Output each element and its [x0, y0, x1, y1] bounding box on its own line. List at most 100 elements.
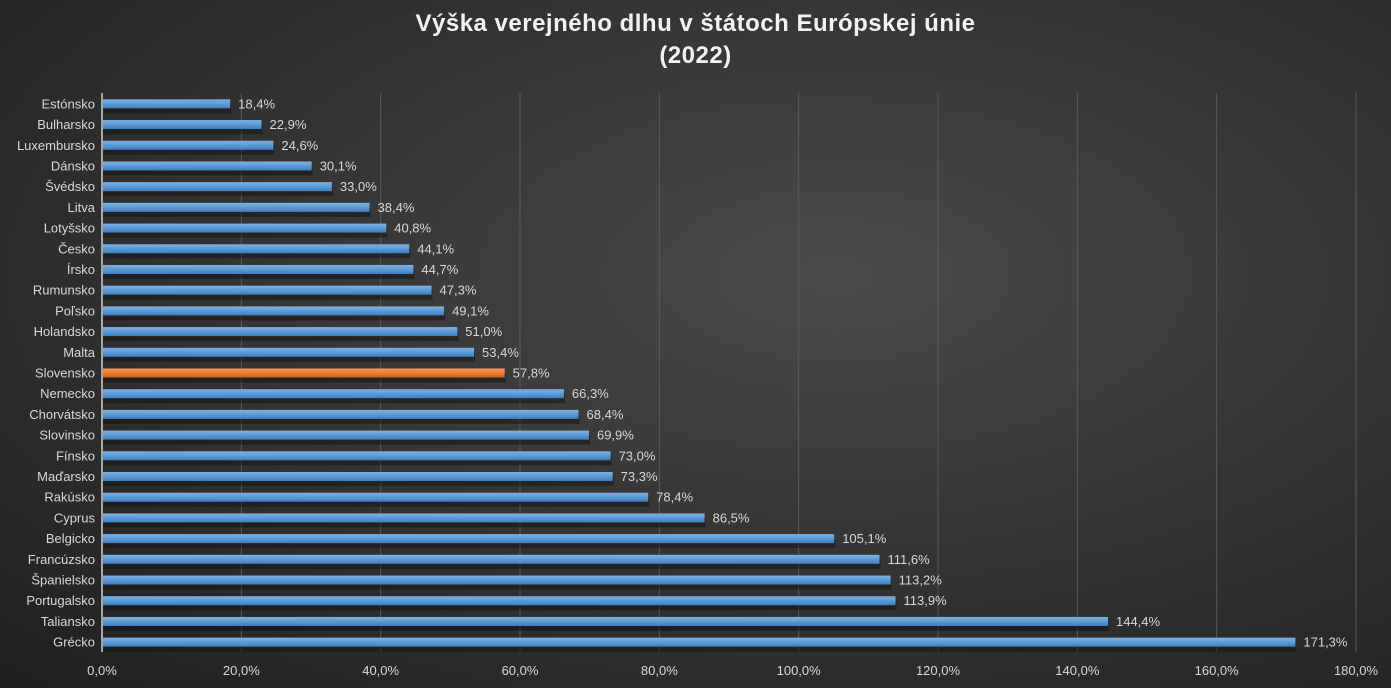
bar-shadow — [103, 228, 388, 238]
bar-shadow — [103, 125, 263, 135]
category-label: Írsko — [67, 262, 95, 277]
data-label: 33,0% — [340, 179, 377, 194]
x-tick-label: 120,0% — [916, 663, 961, 678]
data-label: 18,4% — [238, 96, 275, 111]
x-tick-label: 140,0% — [1055, 663, 1100, 678]
x-tick-label: 40,0% — [362, 663, 399, 678]
bar-highlight — [103, 368, 505, 378]
data-label: 86,5% — [713, 510, 750, 525]
category-label: Malta — [63, 345, 96, 360]
bar — [103, 575, 891, 585]
x-tick-label: 100,0% — [777, 663, 822, 678]
data-label: 105,1% — [842, 531, 887, 546]
bar-shadow — [103, 352, 476, 362]
category-label: Poľsko — [55, 303, 95, 318]
bar-shadow — [103, 249, 411, 259]
data-label: 78,4% — [656, 490, 693, 505]
x-tick-label: 20,0% — [223, 663, 260, 678]
data-label: 73,0% — [619, 448, 656, 463]
chart-title-line2: (2022) — [659, 42, 732, 69]
bar — [103, 306, 445, 316]
category-label: Francúzsko — [28, 552, 95, 567]
x-tick-label: 160,0% — [1195, 663, 1240, 678]
chart-title-line1: Výška verejného dlhu v štátoch Európskej… — [415, 10, 976, 37]
category-label: Litva — [68, 200, 96, 215]
data-label: 22,9% — [270, 117, 307, 132]
category-label: Slovensko — [35, 366, 95, 381]
data-label: 57,8% — [513, 366, 550, 381]
category-label: Maďarsko — [37, 469, 95, 484]
data-label: 51,0% — [465, 324, 502, 339]
category-label: Taliansko — [41, 614, 95, 629]
data-label: 47,3% — [440, 283, 477, 298]
bar-shadow — [103, 477, 614, 487]
category-label: Fínsko — [56, 448, 95, 463]
x-tick-label: 0,0% — [87, 663, 117, 678]
bar-shadow — [103, 601, 897, 611]
category-label: Švédsko — [45, 179, 95, 194]
category-label: Cyprus — [54, 510, 96, 525]
data-label: 69,9% — [597, 428, 634, 443]
bar-shadow — [103, 269, 415, 279]
bar-shadow — [103, 332, 459, 342]
bar — [103, 389, 564, 399]
bar-shadow — [103, 311, 446, 321]
bar — [103, 327, 458, 337]
bar — [103, 244, 410, 254]
bar-shadow — [103, 166, 313, 176]
category-label: Bulharsko — [37, 117, 95, 132]
data-label: 73,3% — [621, 469, 658, 484]
data-label: 24,6% — [281, 138, 318, 153]
category-label: Belgicko — [46, 531, 95, 546]
bar-shadow — [103, 621, 1109, 631]
category-label: Estónsko — [42, 96, 95, 111]
category-label: Česko — [58, 241, 95, 256]
category-label: Lotyšsko — [44, 221, 95, 236]
bar — [103, 161, 312, 171]
bar — [103, 99, 231, 109]
bar-shadow — [103, 414, 580, 424]
bar — [103, 616, 1108, 626]
bar — [103, 264, 414, 274]
bar-shadow — [103, 145, 275, 155]
bar-shadow — [103, 104, 232, 114]
category-label: Španielsko — [31, 573, 95, 588]
bar — [103, 120, 262, 130]
data-label: 68,4% — [587, 407, 624, 422]
category-label: Nemecko — [40, 386, 95, 401]
bar — [103, 430, 589, 440]
data-label: 113,2% — [899, 573, 943, 588]
data-label: 144,4% — [1116, 614, 1161, 629]
bar-shadow — [103, 642, 1297, 652]
bar-shadow — [103, 456, 612, 466]
category-label: Chorvátsko — [29, 407, 95, 422]
bar-shadow — [103, 559, 881, 569]
bar — [103, 285, 432, 295]
x-tick-label: 80,0% — [641, 663, 678, 678]
data-label: 53,4% — [482, 345, 519, 360]
data-label: 49,1% — [452, 303, 489, 318]
bar — [103, 140, 274, 150]
x-tick-label: 60,0% — [502, 663, 539, 678]
bar — [103, 492, 649, 502]
category-label: Rumunsko — [33, 283, 95, 298]
bar-shadow — [103, 497, 650, 507]
category-label: Slovinsko — [39, 428, 95, 443]
data-label: 113,9% — [904, 593, 948, 608]
data-label: 66,3% — [572, 386, 609, 401]
bar-shadow — [103, 435, 590, 445]
data-label: 40,8% — [394, 221, 431, 236]
data-label: 44,1% — [417, 241, 454, 256]
bar — [103, 472, 613, 482]
bar-shadow — [103, 394, 565, 404]
bar-shadow — [103, 290, 433, 300]
bar — [103, 182, 332, 192]
category-label: Rakúsko — [44, 490, 95, 505]
bar — [103, 637, 1296, 647]
data-label: 38,4% — [378, 200, 415, 215]
bar — [103, 596, 896, 606]
bar-shadow — [103, 207, 371, 217]
category-label: Luxembursko — [17, 138, 95, 153]
category-label: Dánsko — [51, 158, 95, 173]
chart-title: Výška verejného dlhu v štátoch Európskej… — [0, 8, 1391, 72]
